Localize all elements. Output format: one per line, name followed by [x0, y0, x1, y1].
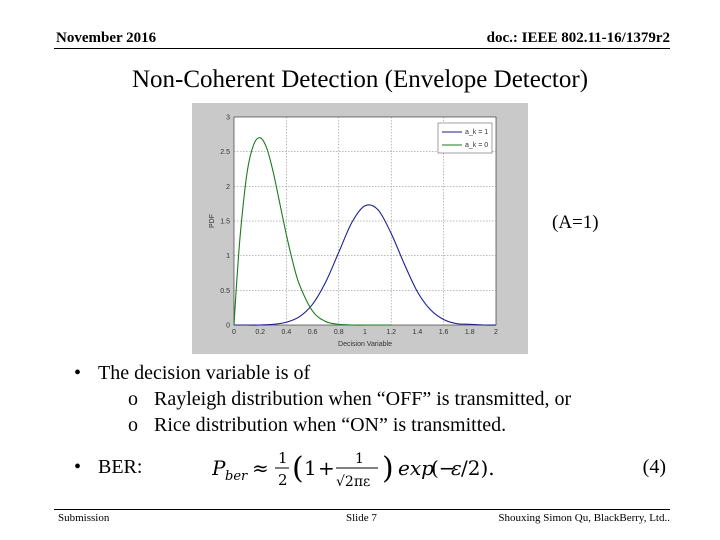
- x-tick-label: 1.4: [413, 329, 423, 336]
- x-tick-label: 0.8: [334, 329, 344, 336]
- x-tick-label: 1.6: [439, 329, 449, 336]
- legend-label-ak1: a_k = 1: [465, 129, 488, 136]
- header-doc-id: doc.: IEEE 802.11-16/1379r2: [486, 30, 670, 46]
- svg-text:(−: (−: [431, 456, 456, 480]
- sub-bullet-marker: o: [128, 414, 138, 436]
- header-date: November 2016: [56, 30, 157, 46]
- svg-text:+: +: [318, 456, 335, 480]
- footer-rule: [54, 509, 670, 510]
- svg-text:≈: ≈: [252, 456, 269, 480]
- svg-text:/2).: /2).: [461, 456, 495, 480]
- footer-author: Shouxing Simon Qu, BlackBerry, Ltd..: [498, 512, 670, 524]
- y-axis-label: PDF: [209, 214, 216, 228]
- legend-label-ak0: a_k = 0: [465, 142, 488, 149]
- footer-slide-number: Slide 7: [346, 512, 377, 524]
- svg-text:1: 1: [355, 451, 364, 467]
- x-tick-label: 0.2: [255, 329, 265, 336]
- pdf-figure: 0 0.2 0.4 0.6 0.8 1 1.2 1.4 1.6 1.8 2 0 0.5 1 1.5 2 2.5…: [192, 103, 528, 354]
- series-line-1: [233, 137, 392, 326]
- bullet-decision-text: The decision variable is of: [98, 362, 311, 384]
- y-ticks: 0 0.5 1 1.5 2 2.5 3: [220, 115, 230, 330]
- svg-text:P: P: [212, 456, 226, 480]
- series-line-0: [234, 204, 497, 326]
- sub-bullet-rayleigh-text: Rayleigh distribution when “OFF” is tran…: [154, 388, 572, 410]
- svg-text:exp: exp: [398, 456, 434, 480]
- svg-text:): ): [382, 451, 394, 486]
- x-tick-label: 2: [494, 329, 498, 336]
- y-tick-label: 1: [226, 253, 230, 260]
- x-tick-label: 1.2: [386, 329, 396, 336]
- bullet-dot: •: [74, 456, 82, 478]
- ber-label: BER:: [98, 456, 143, 478]
- ber-formula: P ber ≈ 1 2 ( 1 + 1 √2πε ) exp (− ε /2).: [212, 449, 495, 490]
- y-tick-label: 0.5: [220, 288, 230, 295]
- y-tick-label: 0: [226, 323, 230, 330]
- x-tick-label: 0.6: [308, 329, 318, 336]
- x-tick-label: 1: [363, 329, 367, 336]
- ber-row: • BER: P ber ≈ 1 2 ( 1 + 1 √2πε ) exp (−…: [66, 449, 666, 490]
- svg-text:(: (: [292, 451, 304, 486]
- bullet-dot: •: [74, 362, 82, 384]
- svg-text:ε: ε: [451, 456, 462, 480]
- y-tick-label: 3: [226, 115, 230, 122]
- x-ticks: 0 0.2 0.4 0.6 0.8 1 1.2 1.4 1.6 1.8 2: [232, 329, 498, 336]
- pdf-chart: 0 0.2 0.4 0.6 0.8 1 1.2 1.4 1.6 1.8 2 0 0.5 1 1.5 2 2.5…: [209, 115, 498, 349]
- x-tick-label: 0.4: [282, 329, 292, 336]
- svg-text:ber: ber: [225, 469, 248, 484]
- legend: a_k = 1 a_k = 0: [437, 122, 493, 154]
- y-tick-label: 2.5: [220, 149, 230, 156]
- series-lines: [233, 137, 497, 326]
- header-rule: [54, 48, 670, 49]
- bullet-decision: • The decision variable is of: [66, 360, 571, 386]
- sub-bullet-rice-text: Rice distribution when “ON” is transmitt…: [154, 414, 507, 436]
- bullet-list: • The decision variable is of o Rayleigh…: [66, 360, 571, 438]
- footer-submission: Submission: [58, 512, 110, 524]
- svg-text:2: 2: [278, 471, 288, 489]
- svg-text:1: 1: [278, 449, 288, 467]
- amplitude-note: (A=1): [552, 212, 599, 233]
- y-tick-label: 2: [226, 184, 230, 191]
- equation-number: (4): [642, 456, 666, 478]
- x-tick-label: 1.8: [465, 329, 475, 336]
- svg-text:√2πε: √2πε: [336, 474, 370, 490]
- sub-bullet-rice: o Rice distribution when “ON” is transmi…: [66, 412, 571, 438]
- x-tick-label: 0: [232, 329, 236, 336]
- svg-text:1: 1: [304, 456, 317, 480]
- sub-bullet-rayleigh: o Rayleigh distribution when “OFF” is tr…: [66, 386, 571, 412]
- sub-bullet-marker: o: [128, 388, 138, 410]
- y-tick-label: 1.5: [220, 219, 230, 226]
- x-axis-label: Decision Variable: [338, 341, 392, 348]
- slide-title: Non-Coherent Detection (Envelope Detecto…: [131, 66, 589, 93]
